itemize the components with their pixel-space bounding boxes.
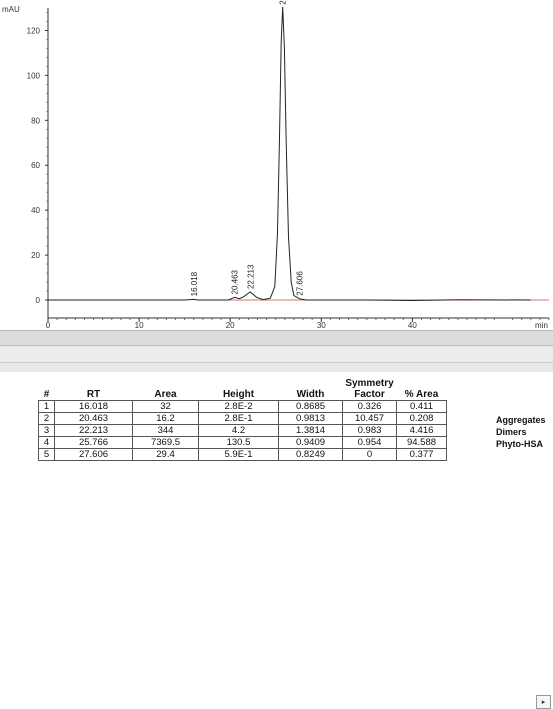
cell-symmetry-factor: 0.983 xyxy=(342,424,397,437)
annotation-dimers: Dimers xyxy=(496,427,527,437)
table-row: 1 16.018 32 2.8E-2 0.8685 0.326 0.411 xyxy=(38,400,447,413)
cell-area: 29.4 xyxy=(132,448,199,461)
cell-rt: 16.018 xyxy=(54,400,133,413)
cell-height: 2.8E-1 xyxy=(198,412,279,425)
scroll-right-arrow-icon[interactable]: ▸ xyxy=(536,695,551,709)
cell-height: 2.8E-2 xyxy=(198,400,279,413)
header-symmetry-factor: Symmetry Factor xyxy=(345,378,394,400)
cell-number: 2 xyxy=(38,412,55,425)
cell-percent-area: 94.588 xyxy=(396,436,447,449)
cell-number: 5 xyxy=(38,448,55,461)
y-tick-label: 0 xyxy=(36,296,41,305)
horizontal-scrollbar[interactable]: ▸ xyxy=(0,346,553,709)
chart-scroll-strip xyxy=(0,330,553,346)
table-row: 3 22.213 344 4.2 1.3814 0.983 4.416 xyxy=(38,424,447,437)
x-tick-label: 30 xyxy=(317,321,326,330)
cell-symmetry-factor: 0 xyxy=(342,448,397,461)
cell-symmetry-factor: 10.457 xyxy=(342,412,397,425)
chromatogram-trace xyxy=(48,6,531,302)
peak-label: 27.606 xyxy=(295,271,304,296)
header-percent-area: % Area xyxy=(404,389,439,400)
chromatogram-panel: 0 20 40 60 80 100 120 0 10 20 30 40 mAU min 16.018 20.… xyxy=(0,0,553,330)
cell-width: 0.9813 xyxy=(278,412,343,425)
y-tick-label: 100 xyxy=(27,71,41,80)
cell-width: 1.3814 xyxy=(278,424,343,437)
x-tick-label: 20 xyxy=(226,321,235,330)
peak-label: 25.766 xyxy=(279,0,288,5)
cell-number: 3 xyxy=(38,424,55,437)
header-height: Height xyxy=(222,389,255,400)
cell-height: 4.2 xyxy=(198,424,279,437)
header-rt: RT xyxy=(86,389,101,400)
peak-label: 22.213 xyxy=(246,264,255,289)
cell-rt: 27.606 xyxy=(54,448,133,461)
cell-percent-area: 0.208 xyxy=(396,412,447,425)
cell-rt: 20.463 xyxy=(54,412,133,425)
table-header-row: # RT Area Height Width Symmetry Factor %… xyxy=(39,378,447,401)
header-number: # xyxy=(43,389,50,400)
header-area: Area xyxy=(154,389,177,400)
cell-height: 5.9E-1 xyxy=(198,448,279,461)
panel-divider xyxy=(0,362,553,373)
x-tick-label: 0 xyxy=(46,321,51,330)
label-layer: 16.018 20.463 22.213 25.766 27.606 xyxy=(190,0,305,296)
cell-rt: 22.213 xyxy=(54,424,133,437)
cell-rt: 25.766 xyxy=(54,436,133,449)
cell-area: 344 xyxy=(132,424,199,437)
cell-area: 7369.5 xyxy=(132,436,199,449)
integration-results-panel: # RT Area Height Width Symmetry Factor %… xyxy=(0,372,553,470)
y-tick-label: 40 xyxy=(31,206,40,215)
table-row: 4 25.766 7369.5 130.5 0.9409 0.954 94.58… xyxy=(38,436,447,449)
axes-layer: 0 20 40 60 80 100 120 0 10 20 30 40 mAU min xyxy=(2,5,550,330)
cell-percent-area: 0.377 xyxy=(396,448,447,461)
cell-percent-area: 0.411 xyxy=(396,400,447,413)
y-tick-label: 20 xyxy=(31,251,40,260)
annotation-phyto-hsa: Phyto-HSA xyxy=(496,439,543,449)
cell-width: 0.9409 xyxy=(278,436,343,449)
cell-width: 0.8249 xyxy=(278,448,343,461)
x-unit-label: min xyxy=(535,321,548,330)
cell-symmetry-factor: 0.954 xyxy=(342,436,397,449)
peak-annotations: Aggregates Dimers Phyto-HSA xyxy=(496,414,546,450)
y-unit-label: mAU xyxy=(2,5,20,14)
cell-height: 130.5 xyxy=(198,436,279,449)
y-tick-label: 60 xyxy=(31,161,40,170)
trace-layer xyxy=(48,6,549,302)
header-width: Width xyxy=(296,389,325,400)
table-row: 5 27.606 29.4 5.9E-1 0.8249 0 0.377 xyxy=(38,448,447,461)
y-tick-label: 120 xyxy=(27,26,41,35)
cell-area: 32 xyxy=(132,400,199,413)
cell-percent-area: 4.416 xyxy=(396,424,447,437)
x-tick-label: 40 xyxy=(408,321,417,330)
chromatogram-chart: 0 20 40 60 80 100 120 0 10 20 30 40 mAU min 16.018 20.… xyxy=(2,0,550,330)
cell-width: 0.8685 xyxy=(278,400,343,413)
peak-label: 16.018 xyxy=(190,271,199,296)
cell-number: 1 xyxy=(38,400,55,413)
peak-label: 20.463 xyxy=(230,269,239,294)
integration-results-table: # RT Area Height Width Symmetry Factor %… xyxy=(38,378,447,461)
x-tick-label: 10 xyxy=(135,321,144,330)
y-tick-label: 80 xyxy=(31,116,40,125)
annotation-aggregates: Aggregates xyxy=(496,415,546,425)
cell-symmetry-factor: 0.326 xyxy=(342,400,397,413)
cell-area: 16.2 xyxy=(132,412,199,425)
cell-number: 4 xyxy=(38,436,55,449)
table-row: 2 20.463 16.2 2.8E-1 0.9813 10.457 0.208 xyxy=(38,412,447,425)
